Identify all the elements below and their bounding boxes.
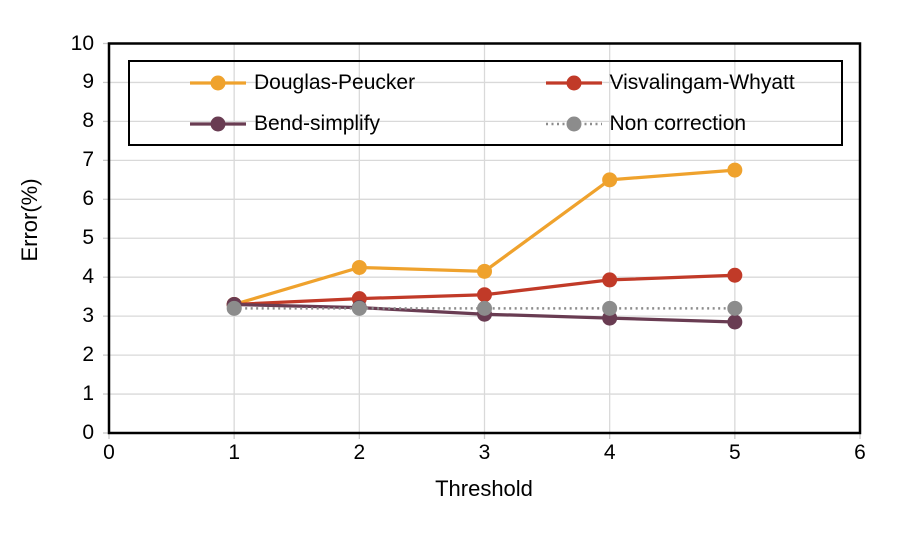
- x-axis-tick-label: 5: [728, 441, 741, 464]
- data-point-bend-simplify: [727, 314, 743, 330]
- y-axis-tick-label: 0: [82, 421, 94, 444]
- plot-frame: [107, 42, 862, 435]
- x-axis-title: Threshold: [435, 476, 533, 501]
- x-axis-tick-label: 6: [854, 441, 866, 464]
- data-point-douglas-peucker: [351, 259, 367, 275]
- y-axis-tick-label: 8: [82, 109, 94, 133]
- visvalingam-whyatt-line-marker-icon: [545, 75, 602, 90]
- data-point-douglas-peucker: [602, 172, 618, 188]
- data-point-non-correction: [602, 300, 618, 316]
- data-point-non-correction: [351, 300, 367, 316]
- x-axis-tick-label: 1: [228, 441, 240, 464]
- legend-label: Douglas-Peucker: [254, 71, 416, 94]
- y-axis-tick-label: 7: [82, 148, 94, 172]
- data-point-visvalingam-whyatt: [602, 272, 618, 288]
- x-axis-tick-label: 0: [103, 441, 115, 464]
- x-axis-tick-label: 2: [353, 441, 366, 464]
- x-axis-tick-label: 3: [478, 441, 491, 464]
- data-point-non-correction: [477, 300, 492, 316]
- legend-item-visvalingam-whyatt: Visvalingam-Whyatt: [486, 62, 842, 103]
- y-axis-tick-label: 10: [70, 31, 94, 55]
- y-axis-tick-label: 5: [82, 226, 94, 250]
- chart-legend: Douglas-Peucker Visvalingam-Whyatt Bend-…: [128, 60, 843, 146]
- legend-item-bend-simplify: Bend-simplify: [130, 103, 486, 144]
- legend-label: Bend-simplify: [254, 112, 381, 135]
- data-point-douglas-peucker: [477, 263, 492, 279]
- y-axis-tick-label: 2: [82, 343, 94, 367]
- y-axis-tick-label: 4: [82, 265, 94, 289]
- legend-label: Non correction: [609, 112, 747, 135]
- bend-simplify-line-marker-icon: [190, 116, 246, 131]
- data-point-non-correction: [727, 300, 743, 316]
- y-axis-tick-label: 3: [82, 304, 94, 328]
- data-point-non-correction: [226, 300, 242, 316]
- non-correction-dotted-line-marker-icon: [545, 116, 602, 131]
- data-point-douglas-peucker: [727, 162, 743, 178]
- y-axis-tick-label: 1: [82, 382, 94, 406]
- legend-label: Visvalingam-Whyatt: [609, 71, 795, 94]
- legend-item-douglas-peucker: Douglas-Peucker: [130, 62, 486, 103]
- douglas-peucker-line-marker-icon: [190, 75, 246, 90]
- y-axis-tick-label: 6: [82, 187, 94, 211]
- legend-item-non-correction: Non correction: [486, 103, 842, 144]
- data-point-visvalingam-whyatt: [727, 267, 743, 283]
- data-point-visvalingam-whyatt: [477, 287, 492, 303]
- x-axis-tick-label: 4: [603, 441, 616, 464]
- y-axis-tick-label: 9: [82, 70, 94, 94]
